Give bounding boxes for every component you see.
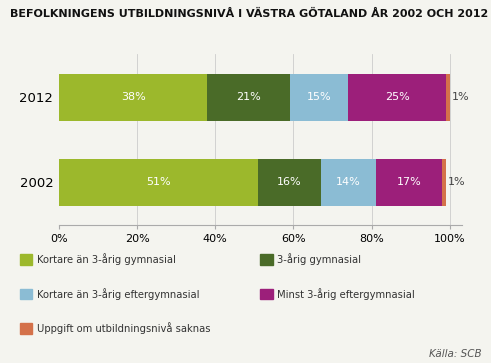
Text: 15%: 15% xyxy=(306,92,331,102)
Text: Kortare än 3-årig eftergymnasial: Kortare än 3-årig eftergymnasial xyxy=(37,288,199,300)
Bar xyxy=(290,74,348,121)
Text: 17%: 17% xyxy=(396,178,421,187)
Bar xyxy=(59,159,258,206)
Text: 14%: 14% xyxy=(336,178,360,187)
Text: 38%: 38% xyxy=(121,92,145,102)
Text: 3-årig gymnasial: 3-årig gymnasial xyxy=(277,254,361,265)
Bar xyxy=(59,74,208,121)
Bar xyxy=(376,159,442,206)
Bar xyxy=(208,74,290,121)
Text: Kortare än 3-årig gymnasial: Kortare än 3-årig gymnasial xyxy=(37,254,176,265)
Text: Källa: SCB: Källa: SCB xyxy=(429,349,481,359)
Text: 51%: 51% xyxy=(146,178,171,187)
Bar xyxy=(321,159,376,206)
Text: 21%: 21% xyxy=(236,92,261,102)
Text: 1%: 1% xyxy=(452,92,469,102)
Text: 25%: 25% xyxy=(384,92,409,102)
Bar xyxy=(442,159,446,206)
Text: Minst 3-årig eftergymnasial: Minst 3-årig eftergymnasial xyxy=(277,288,415,300)
Text: Uppgift om utbildningsnivå saknas: Uppgift om utbildningsnivå saknas xyxy=(37,323,210,334)
Bar xyxy=(258,159,321,206)
Text: BEFOLKNINGENS UTBILDNINGSNIVÅ I VÄSTRA GÖTALAND ÅR 2002 OCH 2012: BEFOLKNINGENS UTBILDNINGSNIVÅ I VÄSTRA G… xyxy=(10,9,488,19)
Bar xyxy=(446,74,450,121)
Text: 1%: 1% xyxy=(448,178,465,187)
Text: 16%: 16% xyxy=(277,178,302,187)
Bar xyxy=(348,74,446,121)
